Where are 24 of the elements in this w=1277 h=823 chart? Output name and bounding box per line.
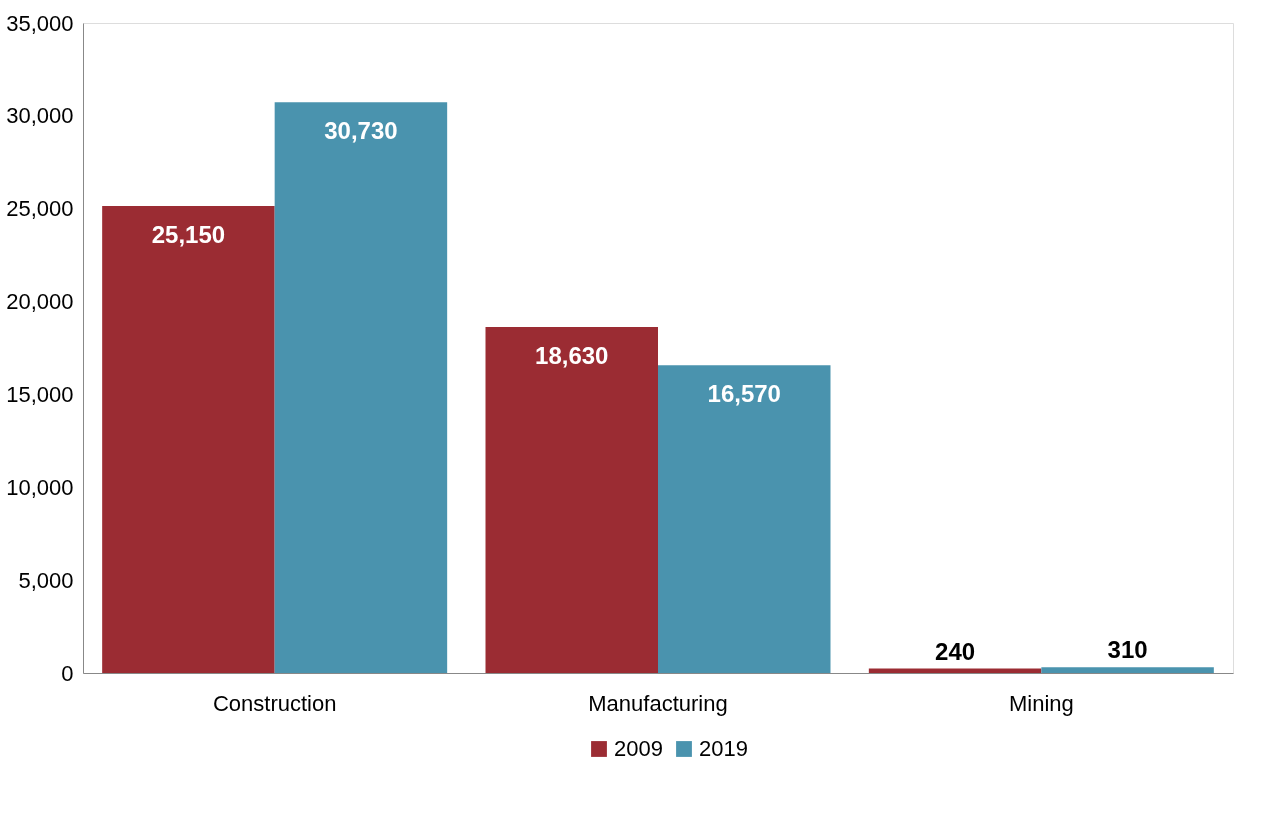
bar — [274, 102, 448, 673]
x-tick-label: Construction — [212, 690, 337, 716]
legend-label: 2009 — [614, 736, 663, 761]
data-label: 240 — [935, 637, 976, 665]
y-tick-label: 30,000 — [6, 103, 74, 129]
bar — [485, 327, 658, 673]
bar — [102, 205, 275, 673]
y-tick-label: 10,000 — [6, 474, 74, 500]
x-tick-label: Mining — [1008, 690, 1074, 716]
y-tick-label: 25,000 — [6, 196, 74, 222]
y-tick-label: 5,000 — [18, 567, 74, 593]
data-label: 25,150 — [151, 220, 226, 248]
bar — [658, 365, 831, 673]
y-tick-label: 20,000 — [6, 289, 74, 315]
y-tick-label: 35,000 — [6, 10, 74, 36]
data-label: 18,630 — [535, 342, 609, 370]
legend-label: 2019 — [699, 736, 748, 761]
bar — [1041, 667, 1214, 673]
y-tick-label: 0 — [61, 660, 74, 686]
data-label: 16,570 — [707, 380, 781, 408]
y-tick-label: 15,000 — [6, 381, 74, 407]
data-label: 310 — [1107, 636, 1148, 664]
data-label: 30,730 — [324, 117, 398, 145]
x-tick-label: Manufacturing — [588, 690, 728, 716]
